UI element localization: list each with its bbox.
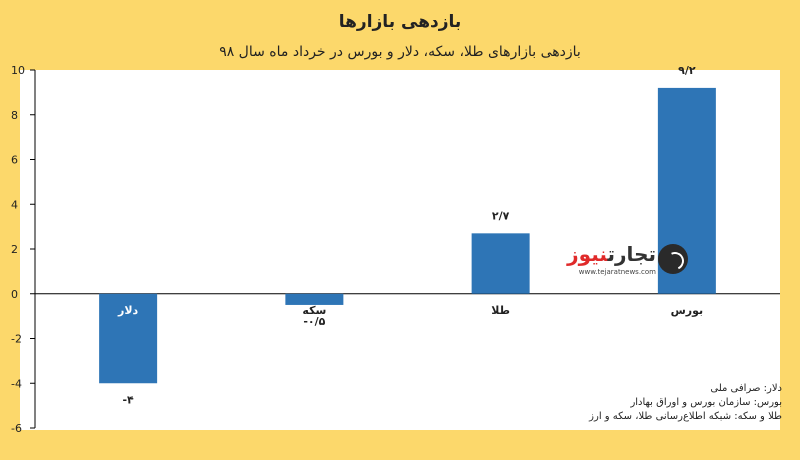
source-note-dollar: دلار: صرافی ملی [710,383,782,394]
bar-0 [99,293,158,384]
bar-value-label-2: ۲/۷ [492,209,510,222]
y-tick-label: 2 [11,243,18,256]
category-label-2: طلا [491,304,510,317]
logo-mark-icon [658,244,688,274]
tejarat-news-logo: تجارتنیوز www.tejaratnews.com [552,240,702,284]
bar-value-label-3: ۹/۲ [678,64,696,77]
y-tick-label: -2 [11,333,22,346]
logo-name-part2: نیوز [567,242,608,266]
source-note-gold-coin: طلا و سکه: شبکه اطلاع‌رسانی طلا، سکه و ا… [589,411,782,422]
category-label-1: سکه [302,304,326,317]
bar-1 [285,293,344,305]
y-tick-label: 0 [11,288,18,301]
category-label-0: دلار [117,304,139,317]
y-tick-label: 4 [11,198,18,211]
bar-2 [471,233,530,294]
source-notes: دلار: صرافی ملی بورس: سازمان بورس و اورا… [522,382,782,424]
y-tick-label: 6 [11,154,18,167]
y-tick-label: -6 [11,422,22,435]
bar-value-label-1: -۰/۵ [303,315,325,328]
logo-name-part1: تجارت [607,242,657,266]
y-tick-label: -4 [11,377,22,390]
logo-url: www.tejaratnews.com [578,268,656,276]
logo-wordmark: تجارتنیوز [552,242,657,266]
chart-title: بازدهی بازارها [338,12,462,32]
y-tick-label: 10 [11,64,25,77]
chart-subtitle: بازدهی بازارهای طلا، سکه، دلار و بورس در… [219,44,581,60]
category-label-3: بورس [671,304,704,317]
source-note-bourse: بورس: سازمان بورس و اوراق بهادار [630,397,782,408]
bar-value-label-0: -۴ [122,393,134,406]
y-tick-label: 8 [11,109,18,122]
